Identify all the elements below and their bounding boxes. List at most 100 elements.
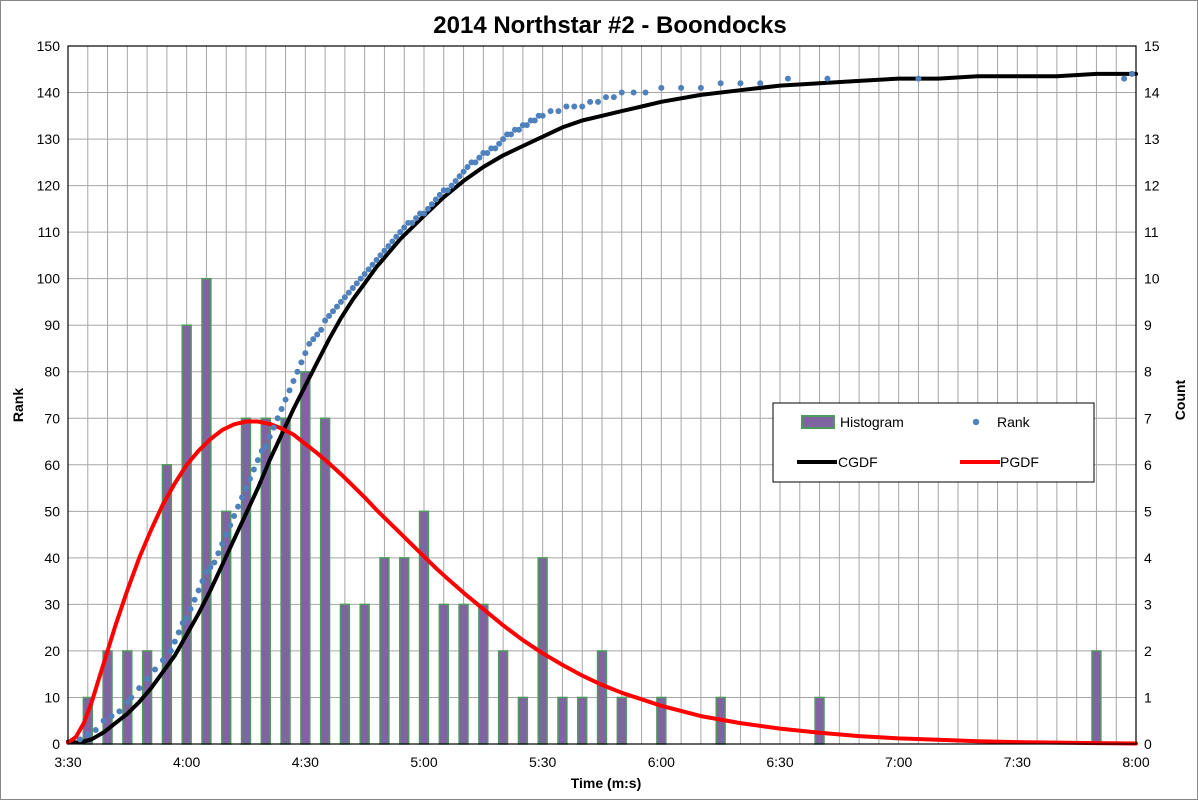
rank-point bbox=[717, 80, 724, 87]
rank-point bbox=[306, 340, 313, 347]
rank-point bbox=[618, 89, 625, 96]
rank-point bbox=[302, 350, 309, 357]
y-right-tick-label: 6 bbox=[1144, 457, 1152, 473]
rank-point bbox=[824, 75, 831, 82]
rank-point bbox=[235, 503, 242, 510]
y-axis-right-label: Count bbox=[1172, 379, 1188, 420]
histogram-bar bbox=[418, 510, 430, 745]
rank-point bbox=[223, 531, 230, 538]
y-left-tick-label: 70 bbox=[44, 410, 60, 426]
rank-point bbox=[397, 229, 404, 236]
rank-point bbox=[254, 457, 261, 464]
rank-point bbox=[393, 233, 400, 240]
rank-point bbox=[294, 368, 301, 375]
rank-point bbox=[547, 108, 554, 115]
rank-point bbox=[476, 154, 483, 161]
rank-point bbox=[492, 145, 499, 152]
legend-label-rank: Rank bbox=[997, 414, 1031, 430]
rank-point bbox=[432, 196, 439, 203]
rank-point bbox=[421, 210, 427, 217]
x-tick-label: 4:00 bbox=[173, 754, 200, 770]
rank-point bbox=[167, 647, 174, 654]
rank-point bbox=[286, 387, 293, 394]
rank-point bbox=[515, 126, 522, 133]
rank-point bbox=[531, 117, 538, 124]
histogram-bar bbox=[616, 696, 627, 745]
y-right-tick-label: 10 bbox=[1144, 271, 1160, 287]
rank-point bbox=[737, 80, 744, 87]
rank-point bbox=[508, 131, 515, 138]
rank-point bbox=[444, 187, 451, 194]
x-tick-label: 5:00 bbox=[410, 754, 437, 770]
rank-point bbox=[136, 685, 143, 692]
cgdf-curve bbox=[66, 71, 1138, 745]
y-left-tick-label: 110 bbox=[38, 224, 61, 240]
histogram-bar bbox=[280, 417, 291, 745]
histogram-bar bbox=[557, 696, 568, 745]
y-axis-left-label: Rank bbox=[10, 388, 26, 422]
rank-point bbox=[369, 261, 376, 268]
rank-point bbox=[428, 201, 435, 208]
y-left-tick-label: 100 bbox=[37, 271, 61, 287]
rank-point bbox=[409, 219, 416, 226]
rank-point bbox=[602, 94, 609, 101]
histogram-bar bbox=[359, 603, 370, 745]
rank-point bbox=[282, 396, 289, 403]
rank-point bbox=[227, 522, 234, 529]
histogram-bar bbox=[399, 557, 410, 745]
rank-point bbox=[171, 638, 178, 645]
rank-point bbox=[330, 308, 337, 315]
rank-point bbox=[199, 578, 206, 585]
rank-point bbox=[239, 494, 246, 501]
y-right-tick-label: 11 bbox=[1144, 224, 1159, 240]
rank-point bbox=[116, 708, 123, 715]
chart-title: 2014 Northstar #2 - Boondocks bbox=[433, 12, 786, 39]
rank-point bbox=[401, 224, 408, 231]
rank-point bbox=[595, 98, 602, 105]
rank-point bbox=[784, 75, 791, 82]
rank-point bbox=[318, 326, 325, 333]
y-left-tick-label: 20 bbox=[44, 643, 60, 659]
rank-point bbox=[270, 424, 277, 431]
rank-point bbox=[630, 89, 637, 96]
rank-point bbox=[610, 94, 617, 101]
rank-point bbox=[314, 331, 321, 338]
rank-point bbox=[144, 675, 151, 682]
rank-point bbox=[915, 75, 922, 82]
y-left-tick-label: 50 bbox=[44, 503, 60, 519]
y-right-tick-label: 14 bbox=[1144, 85, 1160, 101]
axes: 0102030405060708090100110120130140150012… bbox=[37, 38, 1160, 770]
rank-point bbox=[179, 620, 186, 627]
y-right-tick-label: 7 bbox=[1144, 410, 1152, 426]
histogram-bar bbox=[319, 417, 331, 745]
rank-point bbox=[357, 275, 364, 282]
rank-point bbox=[215, 550, 222, 557]
legend-label-histogram: Histogram bbox=[840, 414, 904, 430]
y-right-tick-label: 2 bbox=[1144, 643, 1152, 659]
rank-point bbox=[207, 564, 214, 571]
y-right-tick-label: 13 bbox=[1144, 131, 1160, 147]
rank-point bbox=[539, 112, 546, 119]
histogram-bar bbox=[181, 324, 192, 745]
rank-point bbox=[250, 466, 257, 473]
x-tick-label: 6:00 bbox=[648, 754, 675, 770]
histogram-bar bbox=[339, 603, 351, 745]
rank-point bbox=[1129, 70, 1136, 77]
rank-point bbox=[345, 289, 352, 296]
legend: Histogram Rank CGDF PGDF bbox=[772, 402, 1095, 483]
histogram-bar bbox=[517, 696, 529, 745]
histogram-bar bbox=[438, 603, 449, 745]
y-right-tick-label: 5 bbox=[1144, 503, 1152, 519]
y-left-tick-label: 10 bbox=[44, 689, 60, 705]
x-tick-label: 5:30 bbox=[529, 754, 556, 770]
rank-point bbox=[262, 443, 269, 450]
y-left-tick-label: 0 bbox=[52, 736, 60, 752]
rank-point bbox=[175, 629, 182, 636]
y-right-tick-label: 12 bbox=[1144, 178, 1160, 194]
y-left-tick-label: 140 bbox=[37, 85, 61, 101]
rank-point bbox=[472, 159, 479, 166]
rank-point bbox=[452, 177, 459, 184]
histogram-bar bbox=[240, 417, 252, 745]
histogram-bar bbox=[596, 650, 608, 745]
rank-point bbox=[484, 150, 491, 157]
